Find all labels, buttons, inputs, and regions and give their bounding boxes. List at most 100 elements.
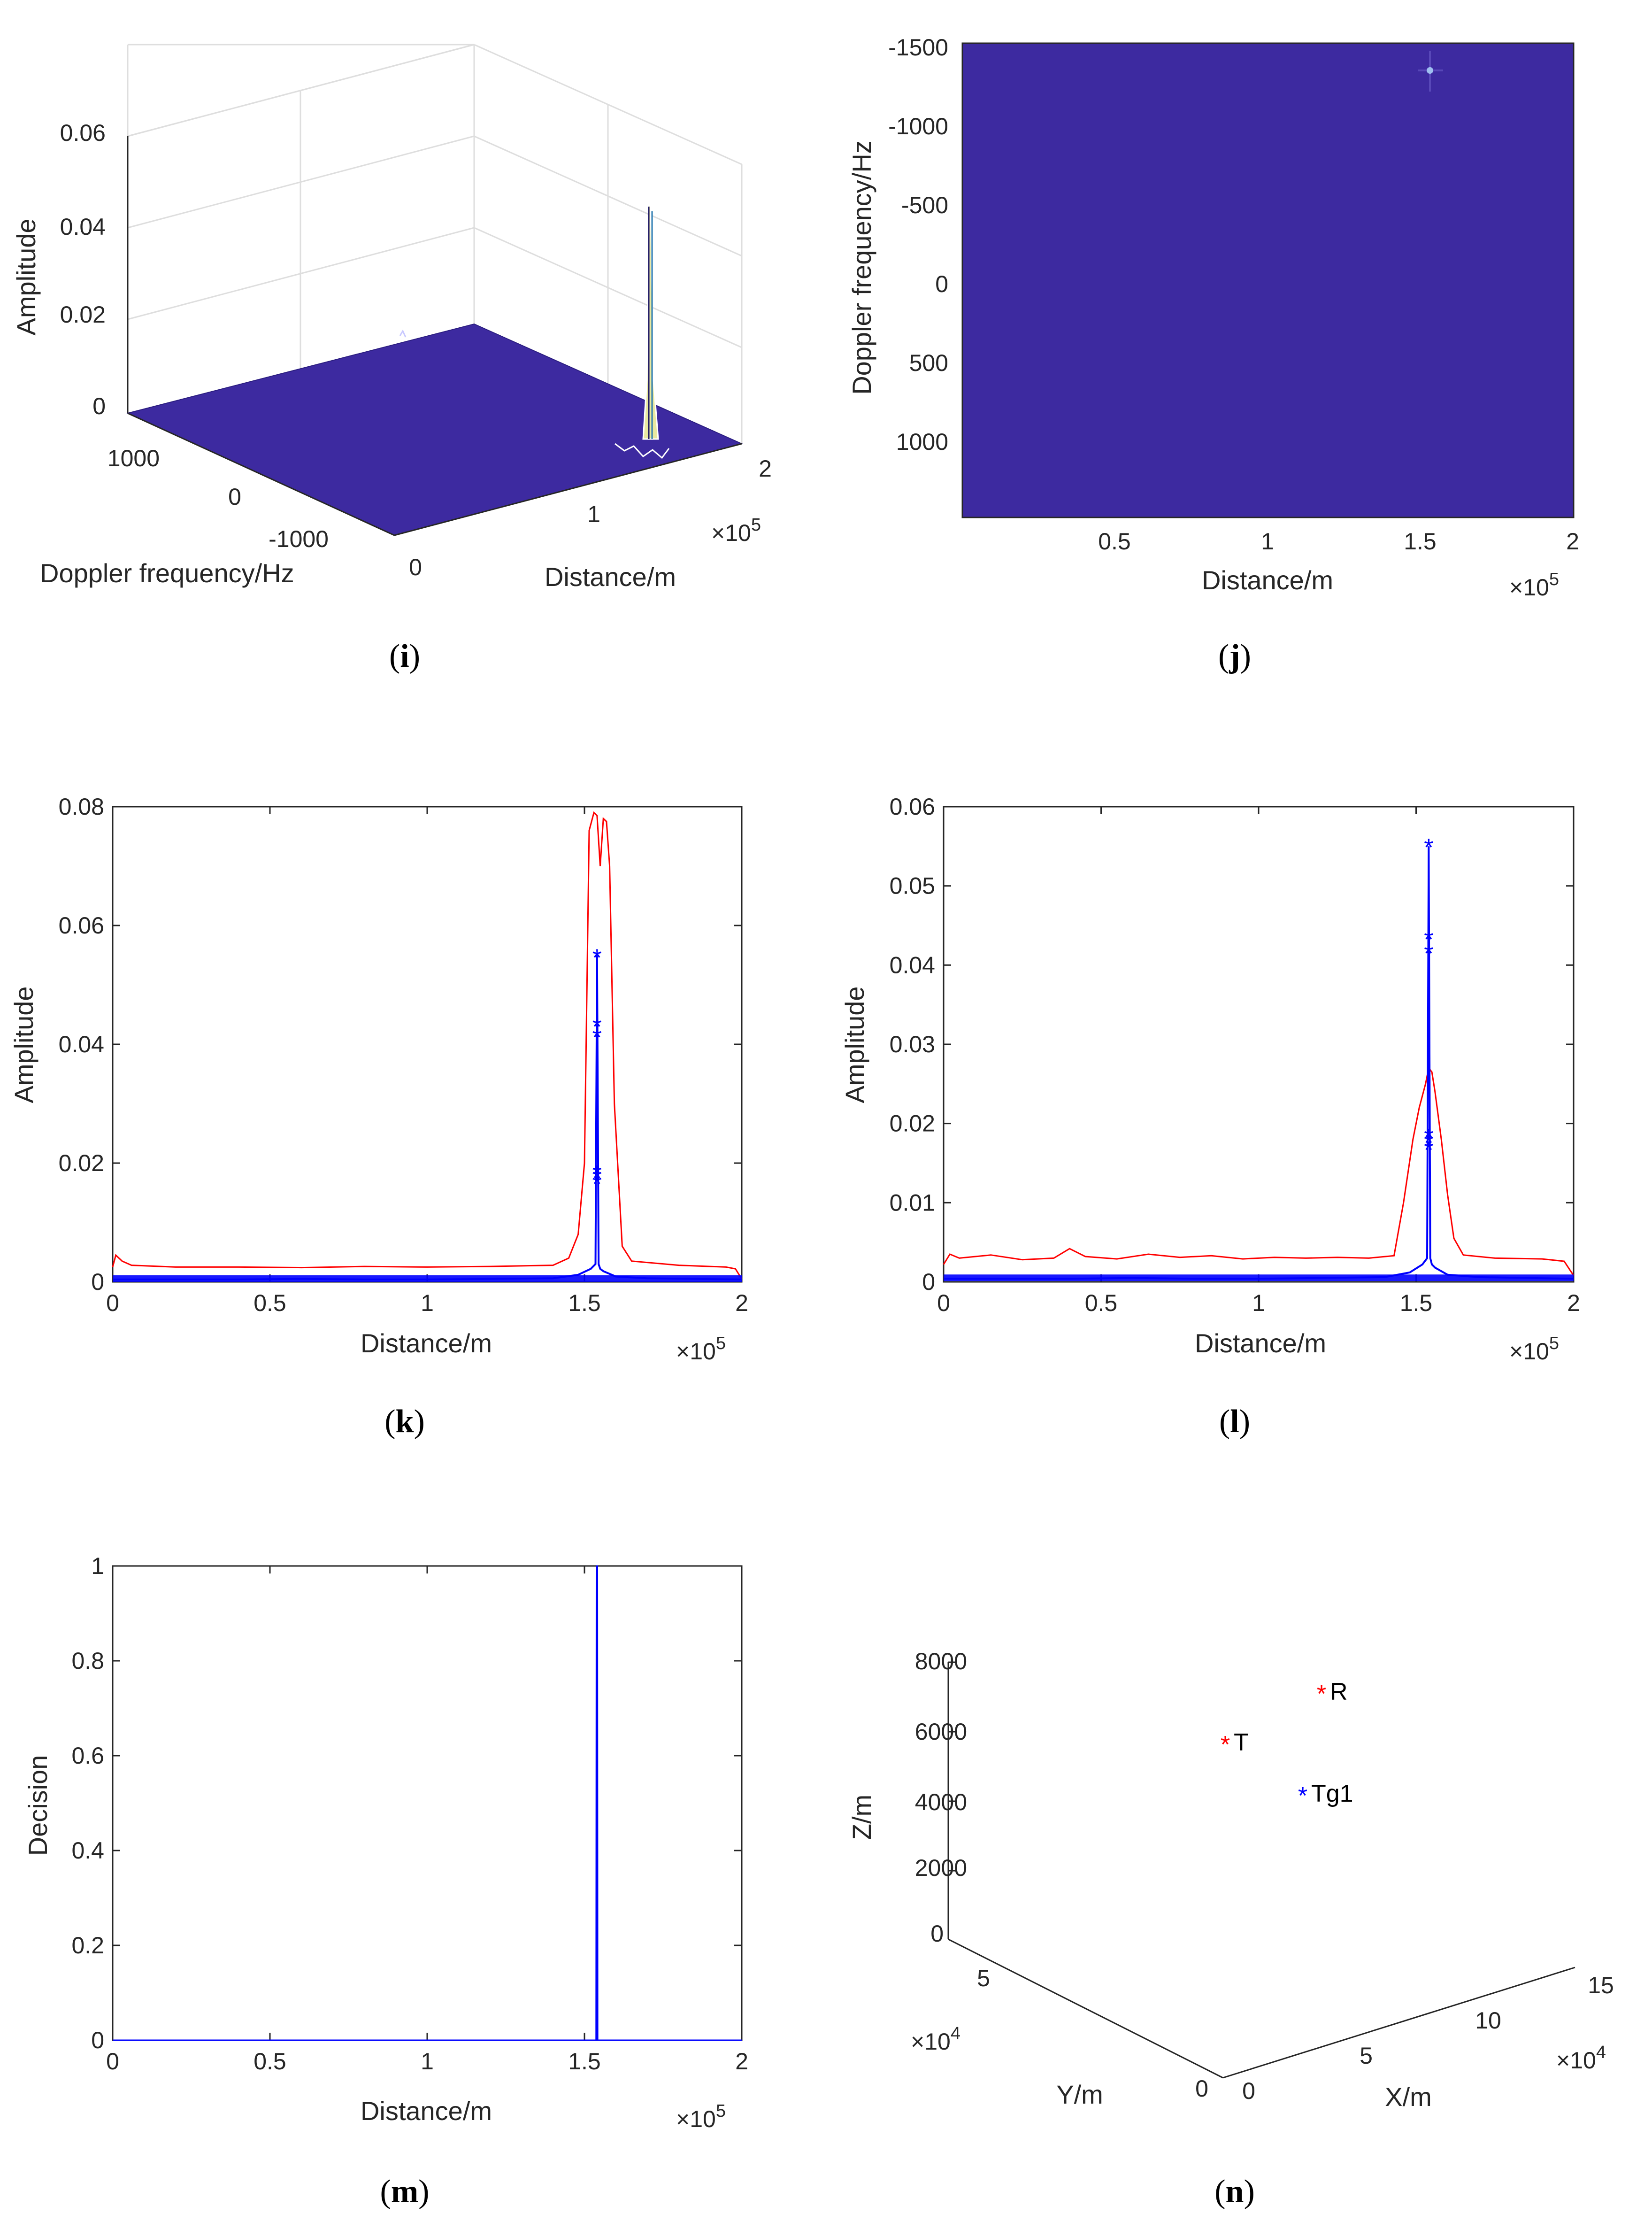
- x-tick-label: 1.5: [1400, 1290, 1433, 1316]
- panel-i-z-ticks: 0 0.02 0.04 0.06: [60, 120, 106, 419]
- tick-label: 2: [1566, 528, 1579, 555]
- panel-n-x-label: X/m: [1385, 2082, 1432, 2112]
- y-tick-label: 0.01: [890, 1189, 935, 1216]
- panel-k-caption: (k): [384, 1404, 425, 1440]
- detection-marker: *: [1424, 1137, 1433, 1164]
- signal-noise-band: [944, 1274, 1574, 1281]
- panel-m-y-label: Decision: [23, 1755, 53, 1856]
- tick-label: 0: [930, 1920, 944, 1947]
- detection-marker: *: [592, 1171, 602, 1198]
- x-tick-label: 1.5: [568, 1290, 601, 1316]
- tick-label: 0.5: [1098, 528, 1131, 555]
- tick-label: 0.02: [60, 301, 106, 328]
- tick-label: 0: [92, 393, 106, 419]
- tick-label: 0: [1242, 2078, 1255, 2104]
- y-tick-label: 0.04: [890, 952, 935, 978]
- panel-k-x-exponent: ×105: [676, 1334, 726, 1365]
- panel-l-x-label: Distance/m: [1195, 1328, 1326, 1358]
- panel-i-y-ticks: 1000 0 -1000: [108, 445, 329, 552]
- tick-label: 2: [759, 455, 772, 482]
- panel-m-x-label: Distance/m: [361, 2096, 492, 2126]
- tick-label: 0: [409, 554, 422, 580]
- panel-n-y-exponent: ×104: [911, 2024, 960, 2055]
- panel-n-z-label: Z/m: [847, 1795, 876, 1840]
- tick-label: 0: [1195, 2075, 1208, 2102]
- tick-label: 0.04: [60, 214, 106, 240]
- point-label-r: R: [1330, 1678, 1348, 1705]
- panel-l-line-chart: 00.010.020.030.040.050.060 0.5 1 1.5 2******…: [840, 794, 1580, 1440]
- tick-label: 10: [1475, 2007, 1501, 2034]
- y-tick-label: 0.02: [59, 1150, 104, 1176]
- tick-label: 1.5: [1404, 528, 1437, 555]
- panel-k-y-label: Amplitude: [9, 986, 38, 1103]
- panel-n-scatter3d: 0 2000 4000 6000 8000 Z/m 0 5 ×104 Y/m 0…: [847, 1648, 1614, 2210]
- x-tick-label: 1: [421, 1290, 434, 1316]
- x-tick-label: 0.5: [1085, 1290, 1118, 1316]
- panel-l-y-label: Amplitude: [840, 986, 869, 1103]
- detection-marker: *: [592, 1013, 602, 1041]
- panel-i-axes: [127, 136, 742, 536]
- panel-n-x-exponent: ×104: [1556, 2043, 1606, 2074]
- x-tick-label: 0.5: [254, 2048, 286, 2074]
- tick-label: 5: [977, 1965, 990, 1991]
- y-tick-label: 1: [91, 1553, 104, 1579]
- point-marker-t: *: [1221, 1731, 1230, 1758]
- panel-m-marks: 0 0.2 0.4 0.6 0.8 1 0 0.5 1 1.5 2: [71, 1553, 748, 2074]
- y-tick-label: 0.03: [890, 1031, 935, 1057]
- tick-label: 2000: [915, 1855, 967, 1881]
- panel-k-marks: 00.020.040.060.080 0.5 1 1.5 2******: [59, 794, 748, 1316]
- y-tick-label: 0: [91, 2027, 104, 2053]
- tick-label: 1: [1261, 528, 1274, 555]
- panel-j-x-label: Distance/m: [1202, 565, 1333, 595]
- y-tick-label: 0.6: [71, 1743, 104, 1769]
- panel-i-x-label: Distance/m: [545, 562, 676, 592]
- panel-i-x-ticks: 0 1 2: [409, 455, 772, 580]
- detection-marker: *: [592, 1024, 602, 1051]
- tick-label: 500: [909, 350, 948, 376]
- tick-label: 5: [1360, 2043, 1373, 2069]
- plot-frame: [112, 1565, 743, 2041]
- threshold-line: [112, 811, 743, 1280]
- panel-m-caption: (m): [380, 2174, 430, 2210]
- panel-j-hotspot: [1418, 51, 1443, 92]
- panel-i-peak: [399, 202, 670, 459]
- detection-marker: *: [1424, 1124, 1433, 1151]
- signal-noise-band: [113, 1275, 742, 1282]
- detection-marker: *: [1424, 1130, 1433, 1157]
- y-tick-label: 0.8: [71, 1648, 104, 1674]
- x-tick-label: 0: [106, 2048, 119, 2074]
- x-tick-label: 1: [1252, 1290, 1265, 1316]
- tick-label: 1000: [108, 445, 160, 471]
- detection-marker: *: [592, 1165, 602, 1192]
- point-label-t: T: [1234, 1729, 1249, 1756]
- detection-marker: *: [1424, 834, 1433, 862]
- tick-label: 6000: [915, 1719, 967, 1745]
- x-tick-label: 2: [1567, 1290, 1580, 1316]
- plot-frame: [943, 806, 1575, 1283]
- panel-i-y-label: Doppler frequency/Hz: [40, 558, 294, 588]
- panel-n-z-tickmarks: [948, 1661, 955, 1872]
- y-tick-label: 0.02: [890, 1110, 935, 1137]
- panel-j-x-ticks: 0.5 1 1.5 2: [1098, 528, 1579, 555]
- tick-label: -1000: [888, 113, 948, 139]
- x-tick-label: 0: [937, 1290, 950, 1316]
- point-marker-r: *: [1317, 1681, 1326, 1708]
- y-tick-label: 0.4: [71, 1837, 104, 1864]
- y-tick-label: 0: [922, 1269, 935, 1295]
- x-tick-label: 2: [735, 1290, 748, 1316]
- panel-j-heatmap: -1500 -1000 -500 0 500 1000 Doppler freq…: [847, 34, 1579, 674]
- panel-j-y-ticks: -1500 -1000 -500 0 500 1000: [888, 34, 948, 455]
- tick-label: 0.06: [60, 120, 106, 146]
- tick-label: -1000: [269, 526, 329, 552]
- panel-n-x-ticks: 0 5 10 15: [1242, 1972, 1614, 2104]
- y-tick-label: 0: [91, 1269, 104, 1295]
- y-tick-label: 0.05: [890, 873, 935, 899]
- panel-i-x-exponent: ×105: [711, 515, 761, 546]
- panel-m-x-exponent: ×105: [676, 2101, 726, 2132]
- tick-label: -1500: [888, 34, 948, 61]
- y-tick-label: 0.06: [890, 794, 935, 820]
- decision-line: [113, 1565, 742, 2041]
- panel-j-y-label: Doppler frequency/Hz: [847, 140, 876, 395]
- point-marker-tg1: *: [1298, 1782, 1307, 1810]
